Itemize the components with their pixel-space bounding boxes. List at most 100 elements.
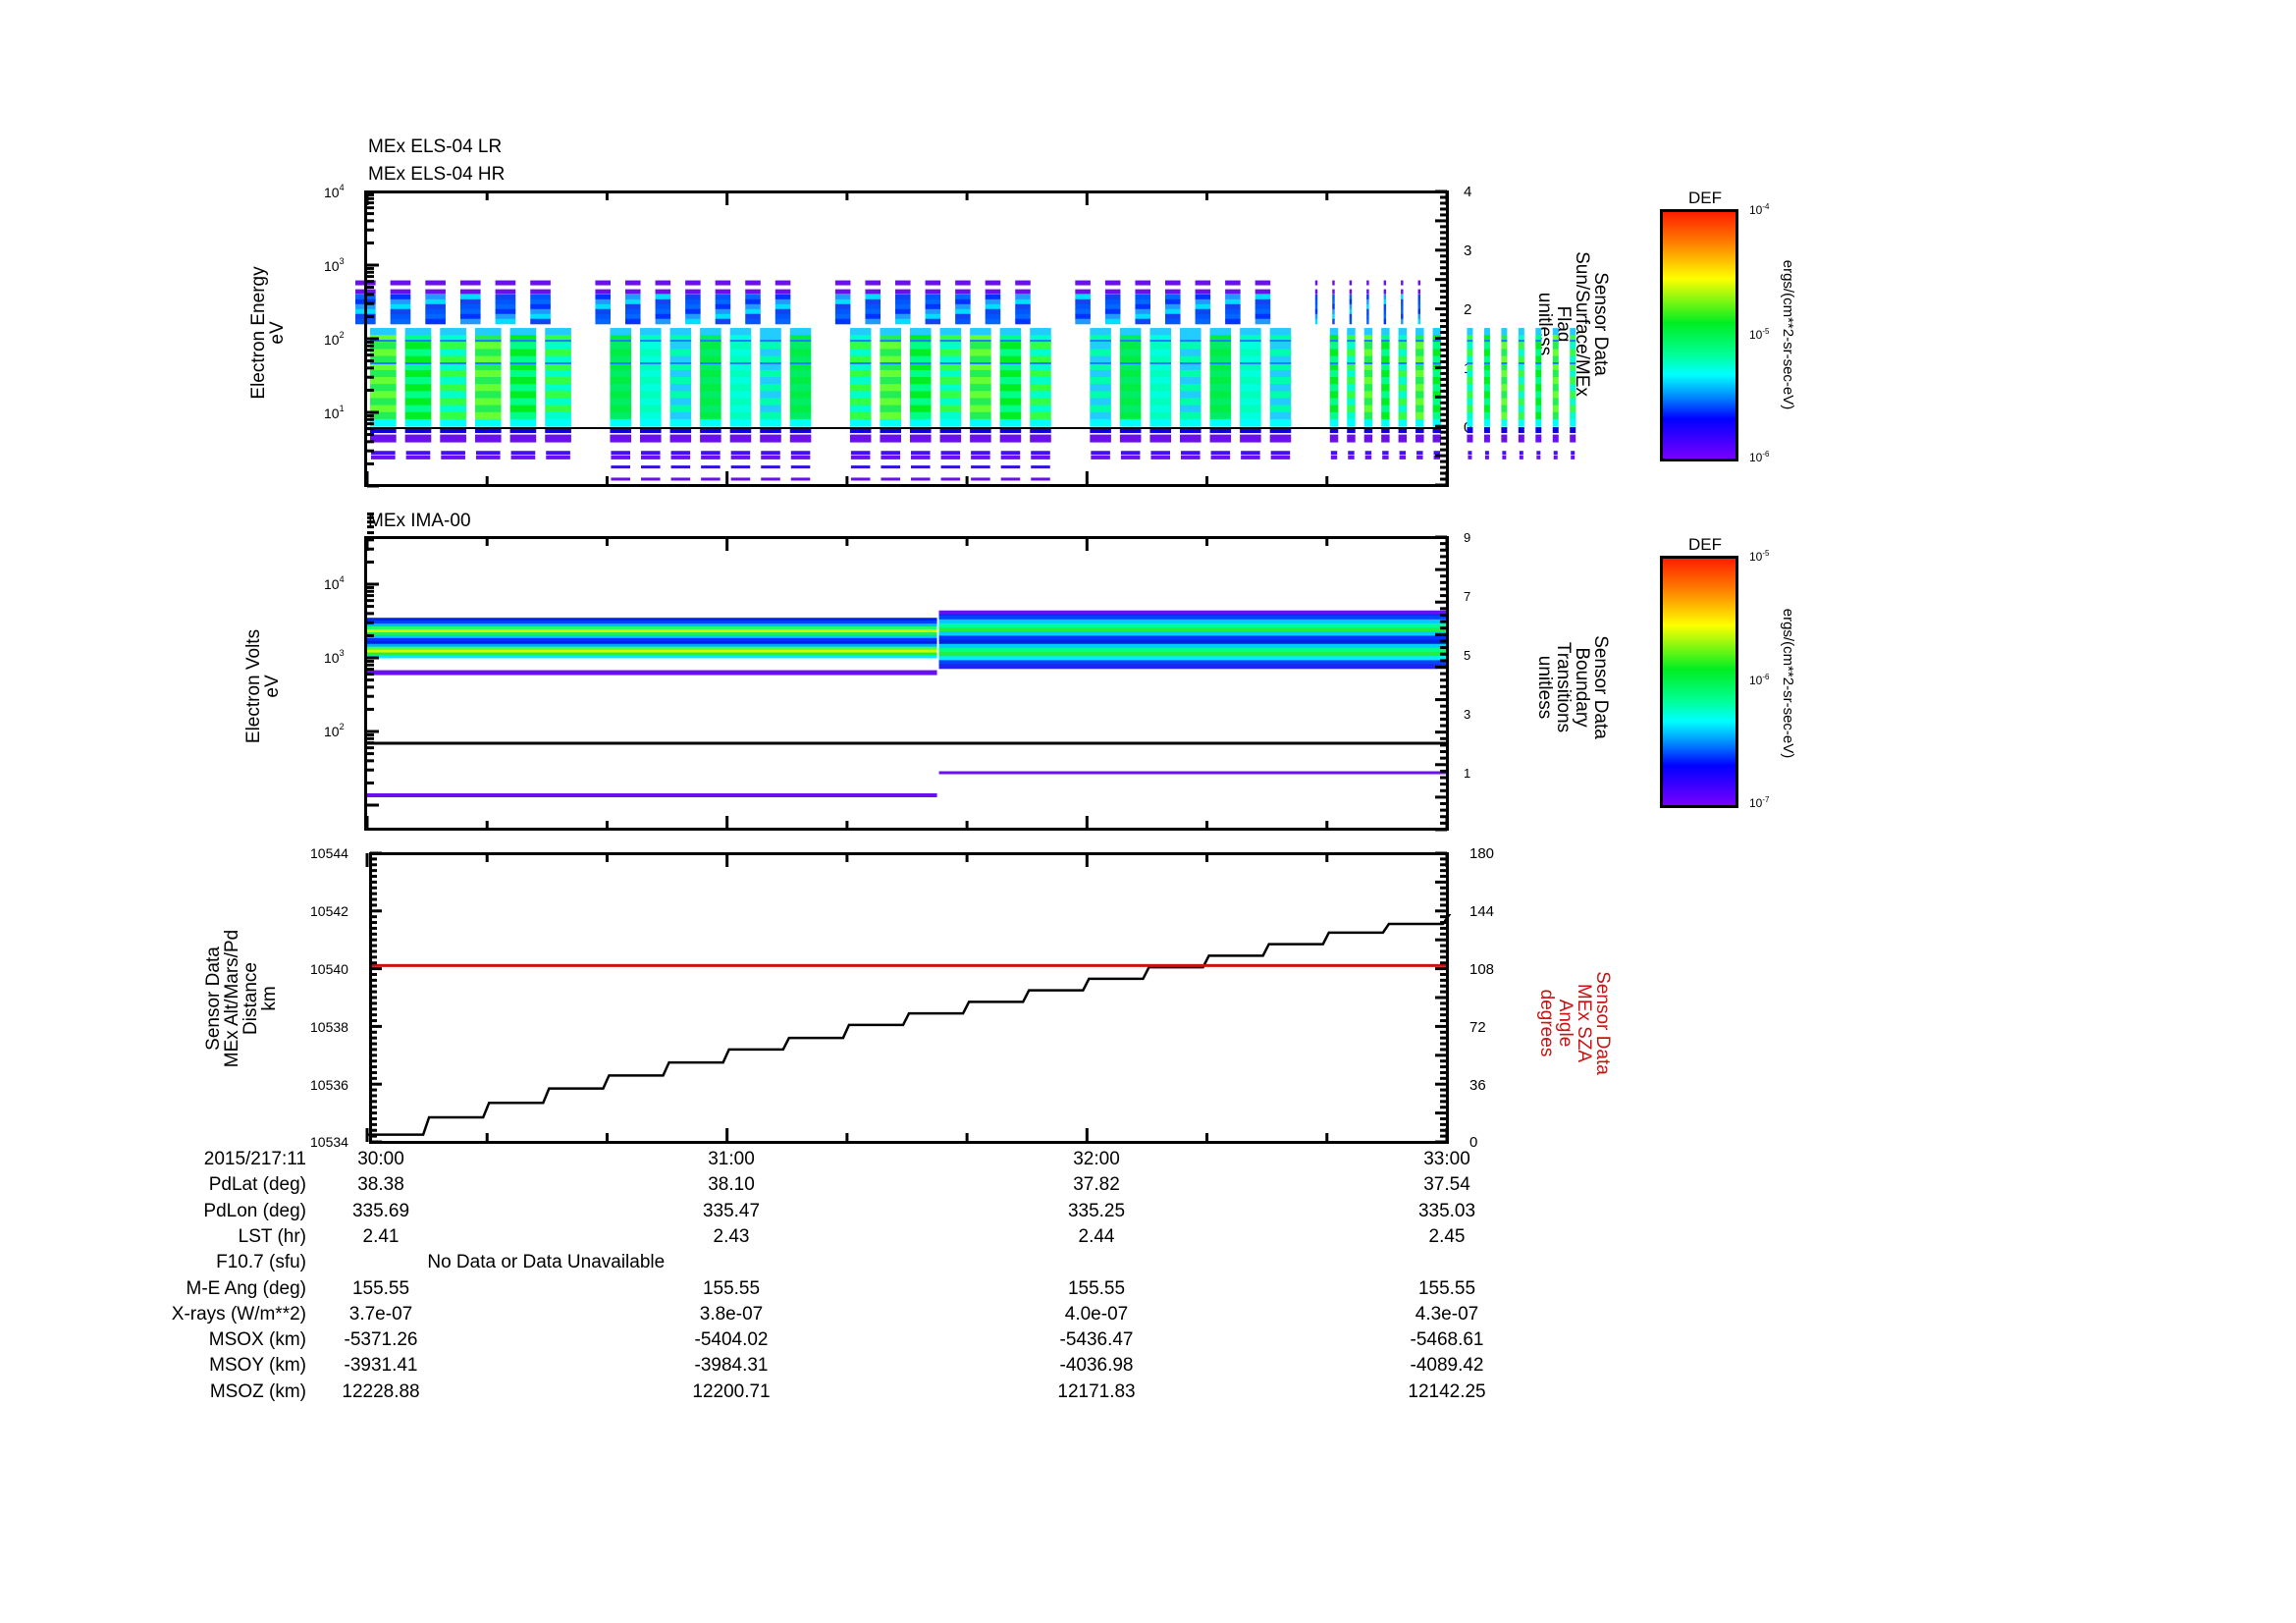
ephemeris-row-label: PdLat (deg) bbox=[208, 1174, 306, 1196]
ephemeris-cell: 155.55 bbox=[351, 1277, 410, 1299]
ima-right-axis-label: Sensor Data Boundary Transitions unitles… bbox=[1534, 635, 1611, 739]
ima-title: MEx IMA-00 bbox=[368, 511, 471, 531]
ima-rtick-9: 9 bbox=[1464, 530, 1471, 545]
ephemeris-cell: 3.7e-07 bbox=[348, 1303, 413, 1325]
els-cbar-tick-mid: 10-5 bbox=[1749, 327, 1770, 342]
els-rtick-3: 3 bbox=[1464, 243, 1472, 259]
ephemeris-cell: 37.54 bbox=[1423, 1174, 1470, 1196]
ephemeris-cell: 3.8e-07 bbox=[699, 1303, 764, 1325]
els-cbar-tick-bottom: 10-6 bbox=[1749, 450, 1770, 464]
ima-ytick-1e3: 103 bbox=[324, 648, 345, 666]
ima-cbar-tick-bottom: 10-7 bbox=[1749, 795, 1770, 810]
ephemeris-row-label: MSOX (km) bbox=[208, 1329, 306, 1351]
ephemeris-cell: No Data or Data Unavailable bbox=[427, 1252, 666, 1273]
ephemeris-cell: -4036.98 bbox=[1059, 1355, 1134, 1377]
ephemeris-cell: 37.82 bbox=[1073, 1174, 1120, 1196]
ima-cbar-tick-top: 10-5 bbox=[1749, 549, 1770, 564]
ephemeris-cell: 155.55 bbox=[1067, 1277, 1126, 1299]
ephemeris-cell: 155.55 bbox=[1417, 1277, 1476, 1299]
ephemeris-row-label: MSOZ (km) bbox=[209, 1380, 306, 1402]
ephemeris-cell: 335.25 bbox=[1067, 1200, 1126, 1221]
sza-right-axis-label: Sensor Data MEx SZA Angle degrees bbox=[1536, 971, 1613, 1075]
els-plot-frame bbox=[364, 190, 1449, 487]
ima-y-axis-label: Electron Volts eV bbox=[243, 628, 283, 744]
els-ytick-1e1: 101 bbox=[324, 404, 345, 421]
ephemeris-cell: -4089.42 bbox=[1410, 1355, 1484, 1377]
els-ytick-1e3: 103 bbox=[324, 256, 345, 274]
ephemeris-row-label: X-rays (W/m**2) bbox=[171, 1303, 306, 1325]
ephemeris-cell: 33:00 bbox=[1423, 1149, 1470, 1169]
ephemeris-cell: 38.10 bbox=[708, 1174, 755, 1196]
alt-ytick-10534: 10534 bbox=[310, 1134, 348, 1150]
els-title-lr: MEx ELS-04 LR bbox=[368, 136, 503, 157]
ima-rtick-5: 5 bbox=[1464, 648, 1471, 663]
ima-colorbar-unit: ergs/(cm**2-sr-sec-eV) bbox=[1780, 608, 1796, 759]
ephemeris-cell: 2.44 bbox=[1078, 1225, 1115, 1247]
alt-ytick-10540: 10540 bbox=[310, 961, 348, 977]
ima-rtick-3: 3 bbox=[1464, 707, 1471, 722]
ephemeris-cell: 12171.83 bbox=[1057, 1380, 1136, 1402]
ephemeris-cell: -5436.47 bbox=[1059, 1329, 1134, 1351]
alt-ytick-10542: 10542 bbox=[310, 903, 348, 919]
ephemeris-cell: -3984.31 bbox=[694, 1355, 769, 1377]
ima-ytick-1e4: 104 bbox=[324, 574, 345, 592]
ima-rtick-1: 1 bbox=[1464, 766, 1471, 781]
els-y-axis-label: Electron Energy eV bbox=[248, 266, 288, 400]
sza-rtick-36: 36 bbox=[1469, 1077, 1486, 1094]
els-ytick-1e2: 102 bbox=[324, 330, 345, 348]
els-right-axis-label: Sensor Data Sun/Surface/MEx Flag unitles… bbox=[1534, 251, 1611, 397]
els-rtick-4: 4 bbox=[1464, 184, 1472, 200]
els-ytick-1e4: 104 bbox=[324, 183, 345, 200]
ephemeris-cell: 4.3e-07 bbox=[1415, 1303, 1479, 1325]
ephemeris-cell: 155.55 bbox=[702, 1277, 761, 1299]
ephemeris-cell: 2.45 bbox=[1428, 1225, 1466, 1247]
ephemeris-row-label: LST (hr) bbox=[238, 1225, 306, 1247]
ima-plot-frame bbox=[364, 536, 1449, 831]
ephemeris-cell: 335.47 bbox=[702, 1200, 761, 1221]
ephemeris-cell: 30:00 bbox=[357, 1149, 404, 1169]
els-colorbar-unit: ergs/(cm**2-sr-sec-eV) bbox=[1780, 259, 1796, 410]
ephemeris-cell: -5468.61 bbox=[1410, 1329, 1484, 1351]
ephemeris-row-label: MSOY (km) bbox=[209, 1355, 306, 1377]
alt-ytick-10538: 10538 bbox=[310, 1019, 348, 1035]
alt-plot-frame bbox=[369, 852, 1449, 1144]
ima-colorbar-title: DEF bbox=[1688, 535, 1722, 554]
els-rtick-2: 2 bbox=[1464, 301, 1472, 318]
ephemeris-row-label: F10.7 (sfu) bbox=[216, 1252, 306, 1273]
ephemeris-cell: -3931.41 bbox=[344, 1355, 418, 1377]
ima-cbar-tick-mid: 10-6 bbox=[1749, 673, 1770, 687]
ephemeris-cell: 32:00 bbox=[1073, 1149, 1120, 1169]
ephemeris-row-label: 2015/217:11 bbox=[203, 1149, 306, 1169]
ephemeris-cell: 12142.25 bbox=[1408, 1380, 1486, 1402]
ephemeris-cell: -5404.02 bbox=[694, 1329, 769, 1351]
alt-y-axis-label: Sensor Data MEx Alt/Mars/Pd Distance km bbox=[203, 929, 280, 1068]
ima-rtick-7: 7 bbox=[1464, 589, 1471, 604]
ephemeris-cell: 4.0e-07 bbox=[1064, 1303, 1129, 1325]
els-cbar-tick-top: 10-4 bbox=[1749, 202, 1770, 217]
sza-rtick-144: 144 bbox=[1469, 903, 1495, 920]
ima-colorbar bbox=[1660, 556, 1738, 808]
els-rtick-0: 0 bbox=[1464, 419, 1472, 436]
ephemeris-cell: 335.69 bbox=[351, 1200, 410, 1221]
ephemeris-cell: 31:00 bbox=[708, 1149, 755, 1169]
ephemeris-row-label: PdLon (deg) bbox=[203, 1200, 306, 1221]
ephemeris-cell: 2.41 bbox=[362, 1225, 400, 1247]
sza-rtick-108: 108 bbox=[1469, 961, 1495, 978]
els-rtick-1: 1 bbox=[1464, 360, 1472, 377]
ephemeris-row-label: M-E Ang (deg) bbox=[186, 1277, 307, 1299]
alt-ytick-10536: 10536 bbox=[310, 1077, 348, 1093]
sza-rtick-180: 180 bbox=[1469, 845, 1495, 862]
ephemeris-cell: 12228.88 bbox=[342, 1380, 420, 1402]
ephemeris-cell: 38.38 bbox=[357, 1174, 404, 1196]
ephemeris-cell: -5371.26 bbox=[344, 1329, 418, 1351]
alt-ytick-10544: 10544 bbox=[310, 845, 348, 861]
els-title-hr: MEx ELS-04 HR bbox=[368, 164, 506, 185]
sza-rtick-72: 72 bbox=[1469, 1019, 1486, 1036]
ima-ytick-1e2: 102 bbox=[324, 722, 345, 739]
sza-rtick-0: 0 bbox=[1469, 1134, 1478, 1151]
els-colorbar-title: DEF bbox=[1688, 189, 1722, 207]
ephemeris-cell: 12200.71 bbox=[692, 1380, 771, 1402]
ephemeris-cell: 335.03 bbox=[1417, 1200, 1476, 1221]
ephemeris-cell: 2.43 bbox=[713, 1225, 750, 1247]
els-colorbar bbox=[1660, 209, 1738, 461]
